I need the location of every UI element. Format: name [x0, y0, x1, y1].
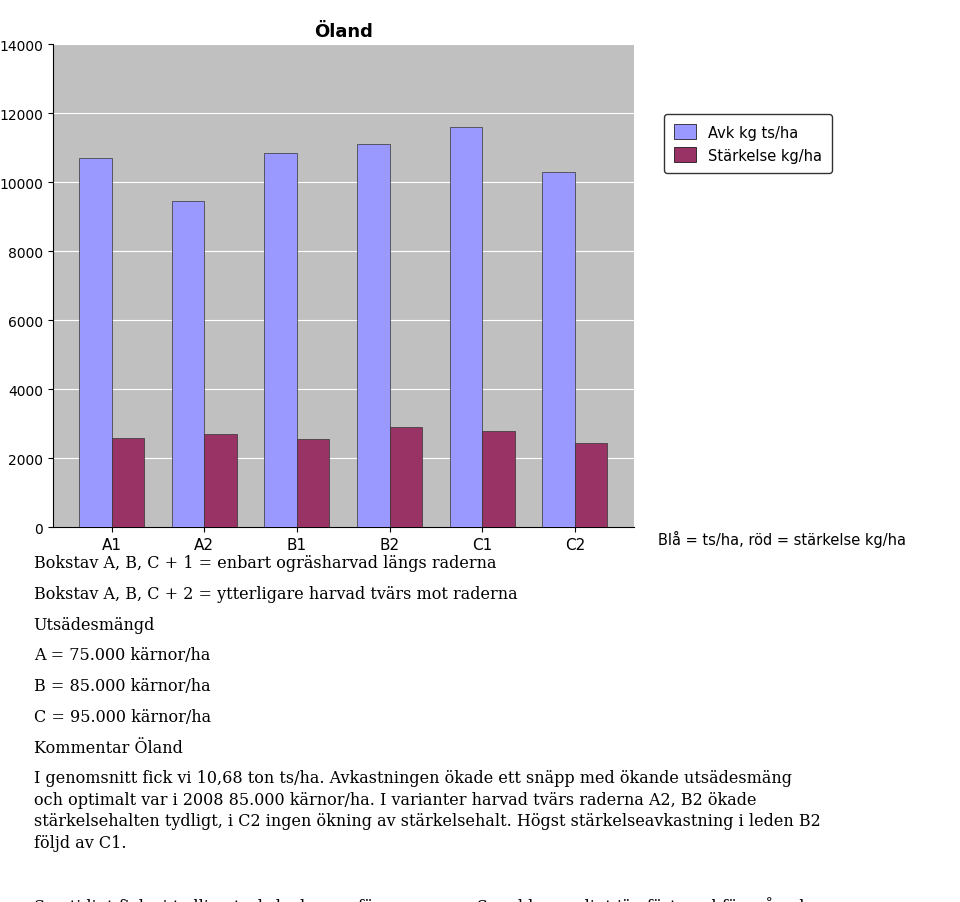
Bar — [264, 153, 297, 528]
Text: Bokstav A, B, C + 1 = enbart ogräsharvad längs raderna: Bokstav A, B, C + 1 = enbart ogräsharvad… — [34, 555, 496, 572]
Title: Öland: Öland — [314, 23, 372, 41]
Text: B = 85.000 kärnor/ha: B = 85.000 kärnor/ha — [34, 677, 210, 695]
Text: Blå = ts/ha, röd = stärkelse kg/ha: Blå = ts/ha, röd = stärkelse kg/ha — [658, 530, 905, 548]
Text: A = 75.000 kärnor/ha: A = 75.000 kärnor/ha — [34, 647, 210, 664]
Text: Bokstav A, B, C + 2 = ytterligare harvad tvärs mot raderna: Bokstav A, B, C + 2 = ytterligare harvad… — [34, 585, 517, 603]
Bar — [297, 440, 329, 528]
Bar — [111, 438, 144, 528]
Text: Samtidigt fick vi tydliga torkskador om försommaren. Som blev synligt jämfört me: Samtidigt fick vi tydliga torkskador om … — [34, 897, 814, 902]
Bar — [172, 202, 204, 528]
Bar — [482, 431, 515, 528]
Legend: Avk kg ts/ha, Stärkelse kg/ha: Avk kg ts/ha, Stärkelse kg/ha — [664, 115, 832, 173]
Text: Kommentar Öland: Kommentar Öland — [34, 739, 182, 756]
Bar — [390, 428, 422, 528]
Bar — [575, 443, 608, 528]
Bar — [449, 128, 482, 528]
Text: Utsädesmängd: Utsädesmängd — [34, 616, 155, 633]
Bar — [542, 172, 575, 528]
Text: I genomsnitt fick vi 10,68 ton ts/ha. Avkastningen ökade ett snäpp med ökande ut: I genomsnitt fick vi 10,68 ton ts/ha. Av… — [34, 769, 821, 851]
Bar — [79, 159, 111, 528]
Text: C = 95.000 kärnor/ha: C = 95.000 kärnor/ha — [34, 708, 211, 725]
Bar — [357, 145, 390, 528]
Bar — [204, 435, 237, 528]
